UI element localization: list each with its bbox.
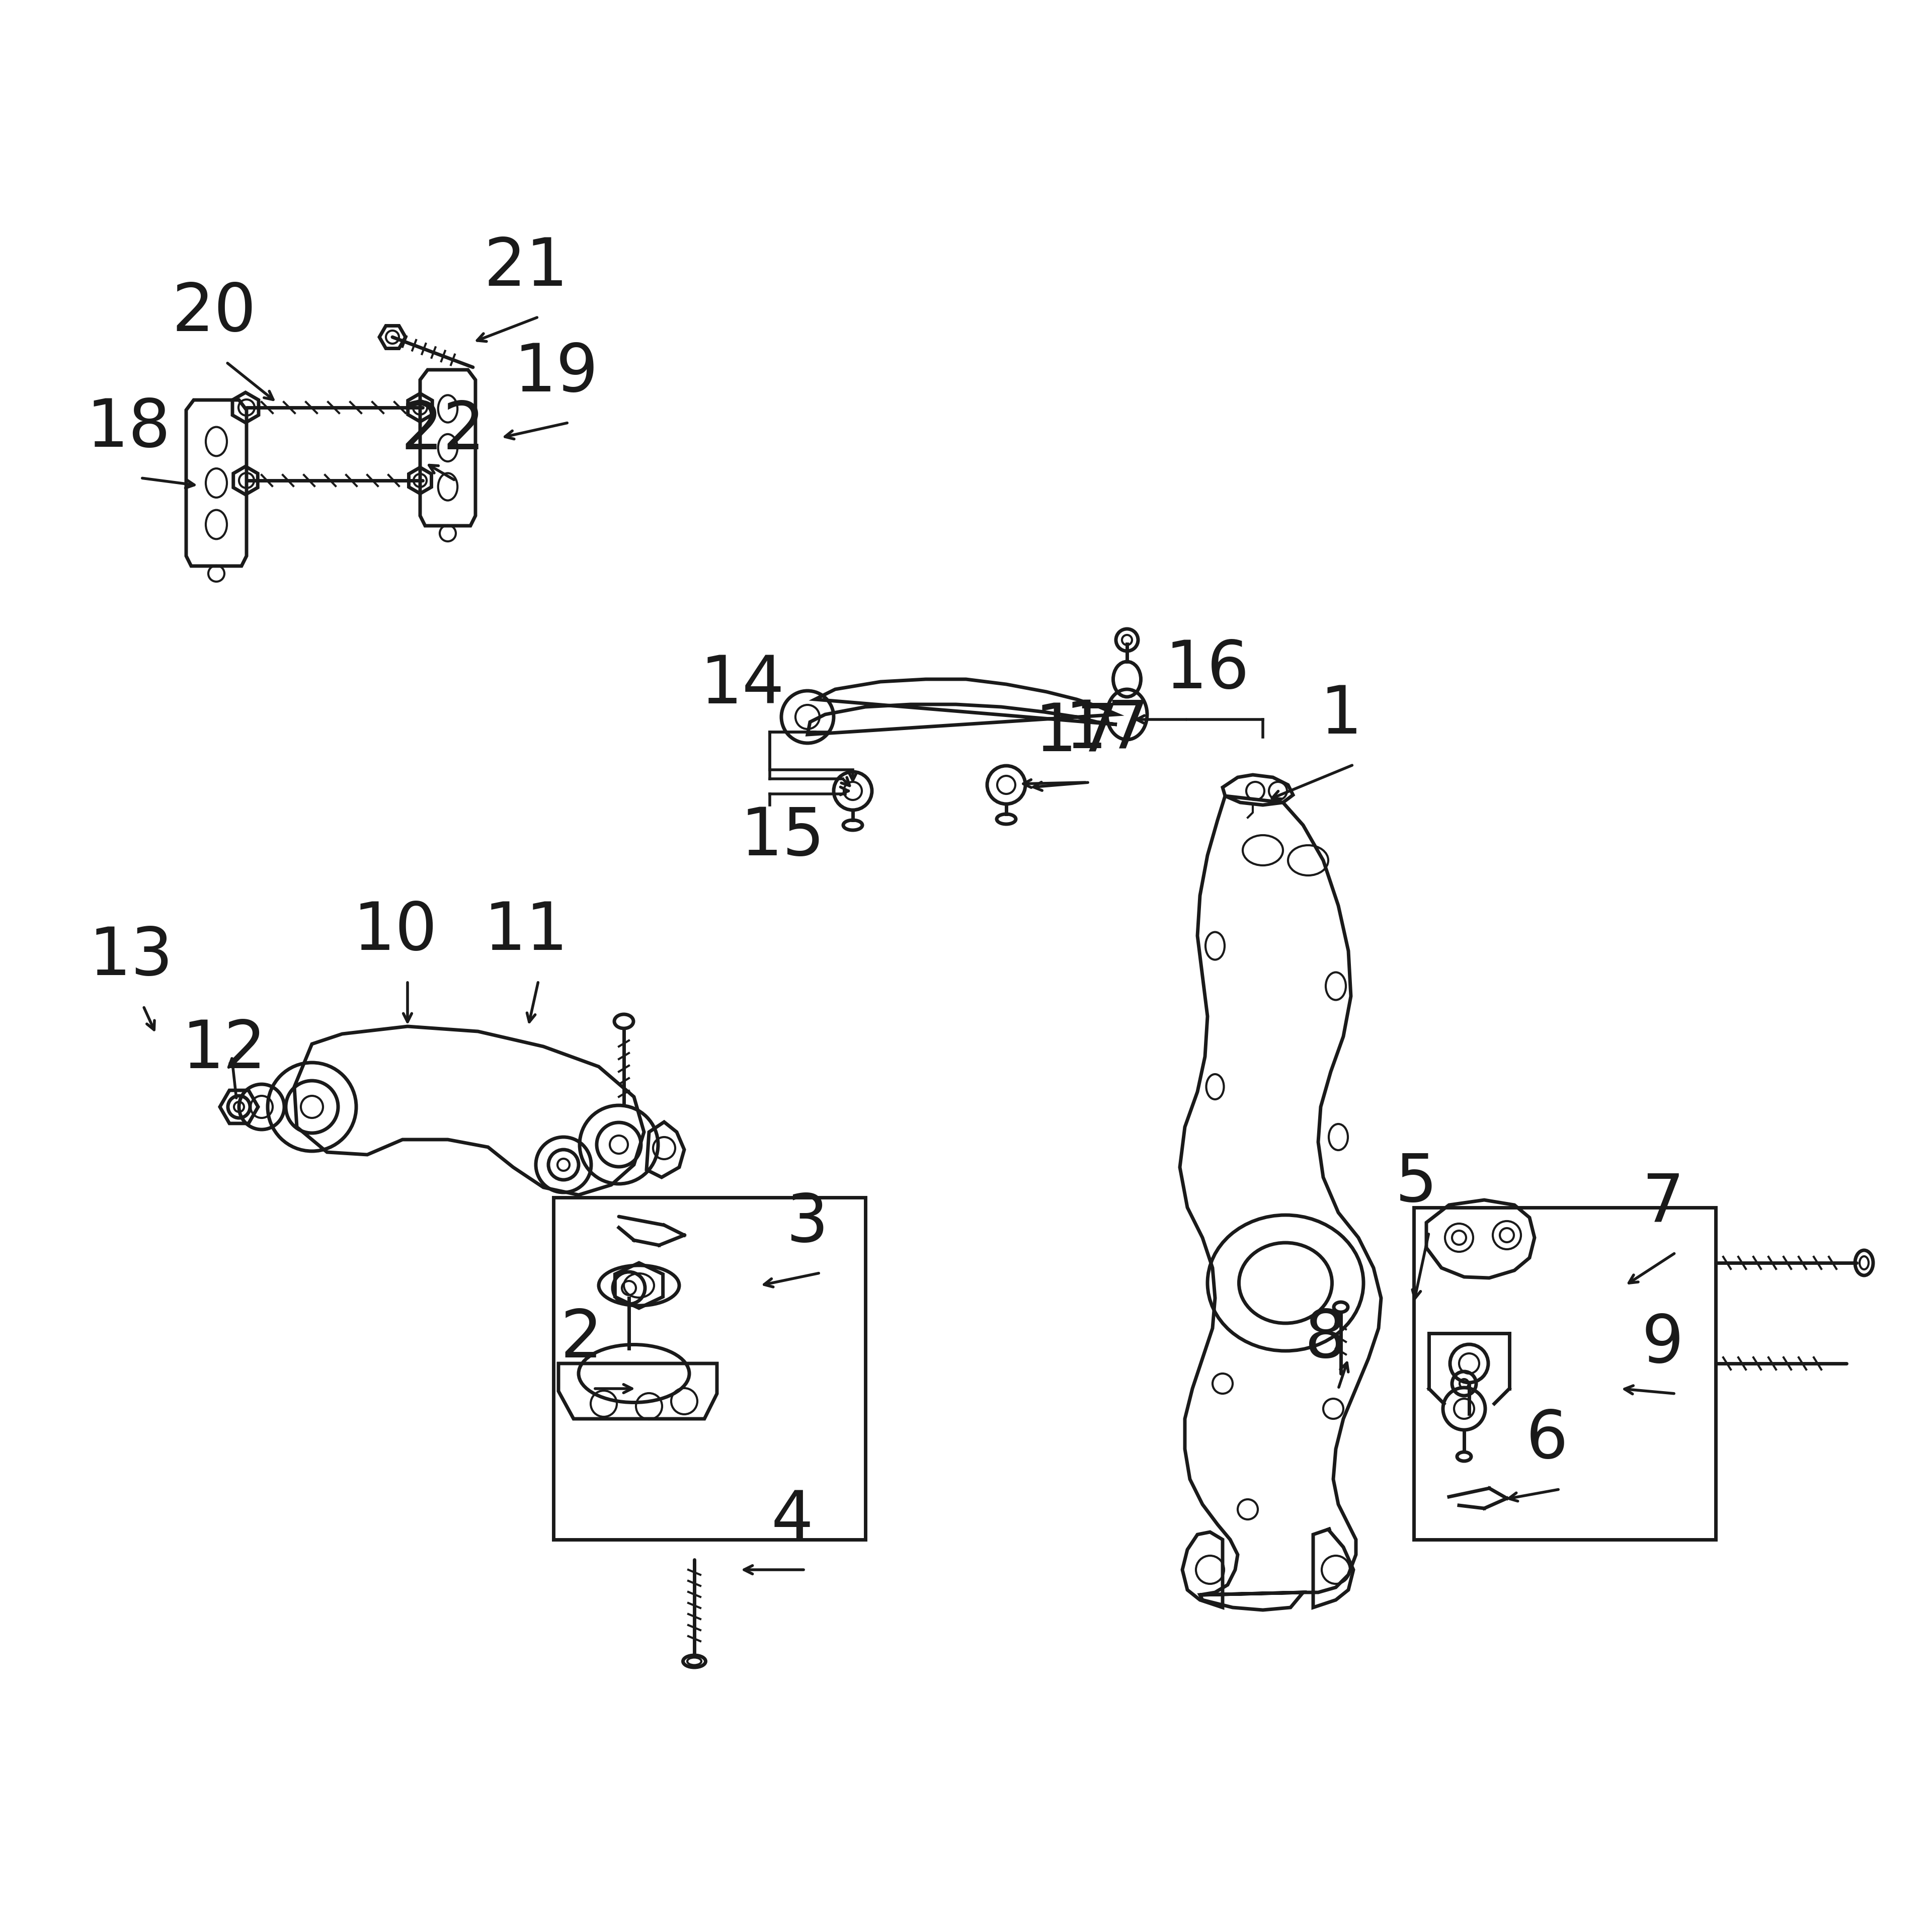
Text: 6: 6	[1526, 1408, 1569, 1472]
Bar	[1414, 1208, 1716, 1540]
Text: 10: 10	[354, 900, 437, 964]
Text: 1: 1	[1320, 684, 1362, 748]
Bar	[553, 1198, 866, 1540]
Text: 13: 13	[89, 925, 174, 989]
Text: 16: 16	[1165, 638, 1250, 701]
Text: 14: 14	[699, 653, 784, 717]
Text: 20: 20	[172, 280, 257, 344]
Text: 11: 11	[483, 900, 568, 964]
Text: 15: 15	[740, 806, 825, 869]
Text: 17: 17	[1034, 701, 1119, 765]
Text: 18: 18	[87, 396, 170, 460]
Text: 2: 2	[560, 1308, 603, 1372]
Text: 21: 21	[483, 236, 568, 299]
Text: 4: 4	[771, 1488, 813, 1551]
Text: 7: 7	[1642, 1171, 1685, 1235]
Text: 12: 12	[182, 1018, 267, 1082]
Text: 19: 19	[514, 342, 599, 406]
Text: 5: 5	[1395, 1151, 1437, 1215]
Text: 22: 22	[400, 400, 485, 464]
Text: 8: 8	[1304, 1308, 1347, 1372]
Text: 17: 17	[1065, 697, 1150, 763]
Text: 3: 3	[786, 1192, 829, 1256]
Text: 9: 9	[1642, 1312, 1685, 1376]
